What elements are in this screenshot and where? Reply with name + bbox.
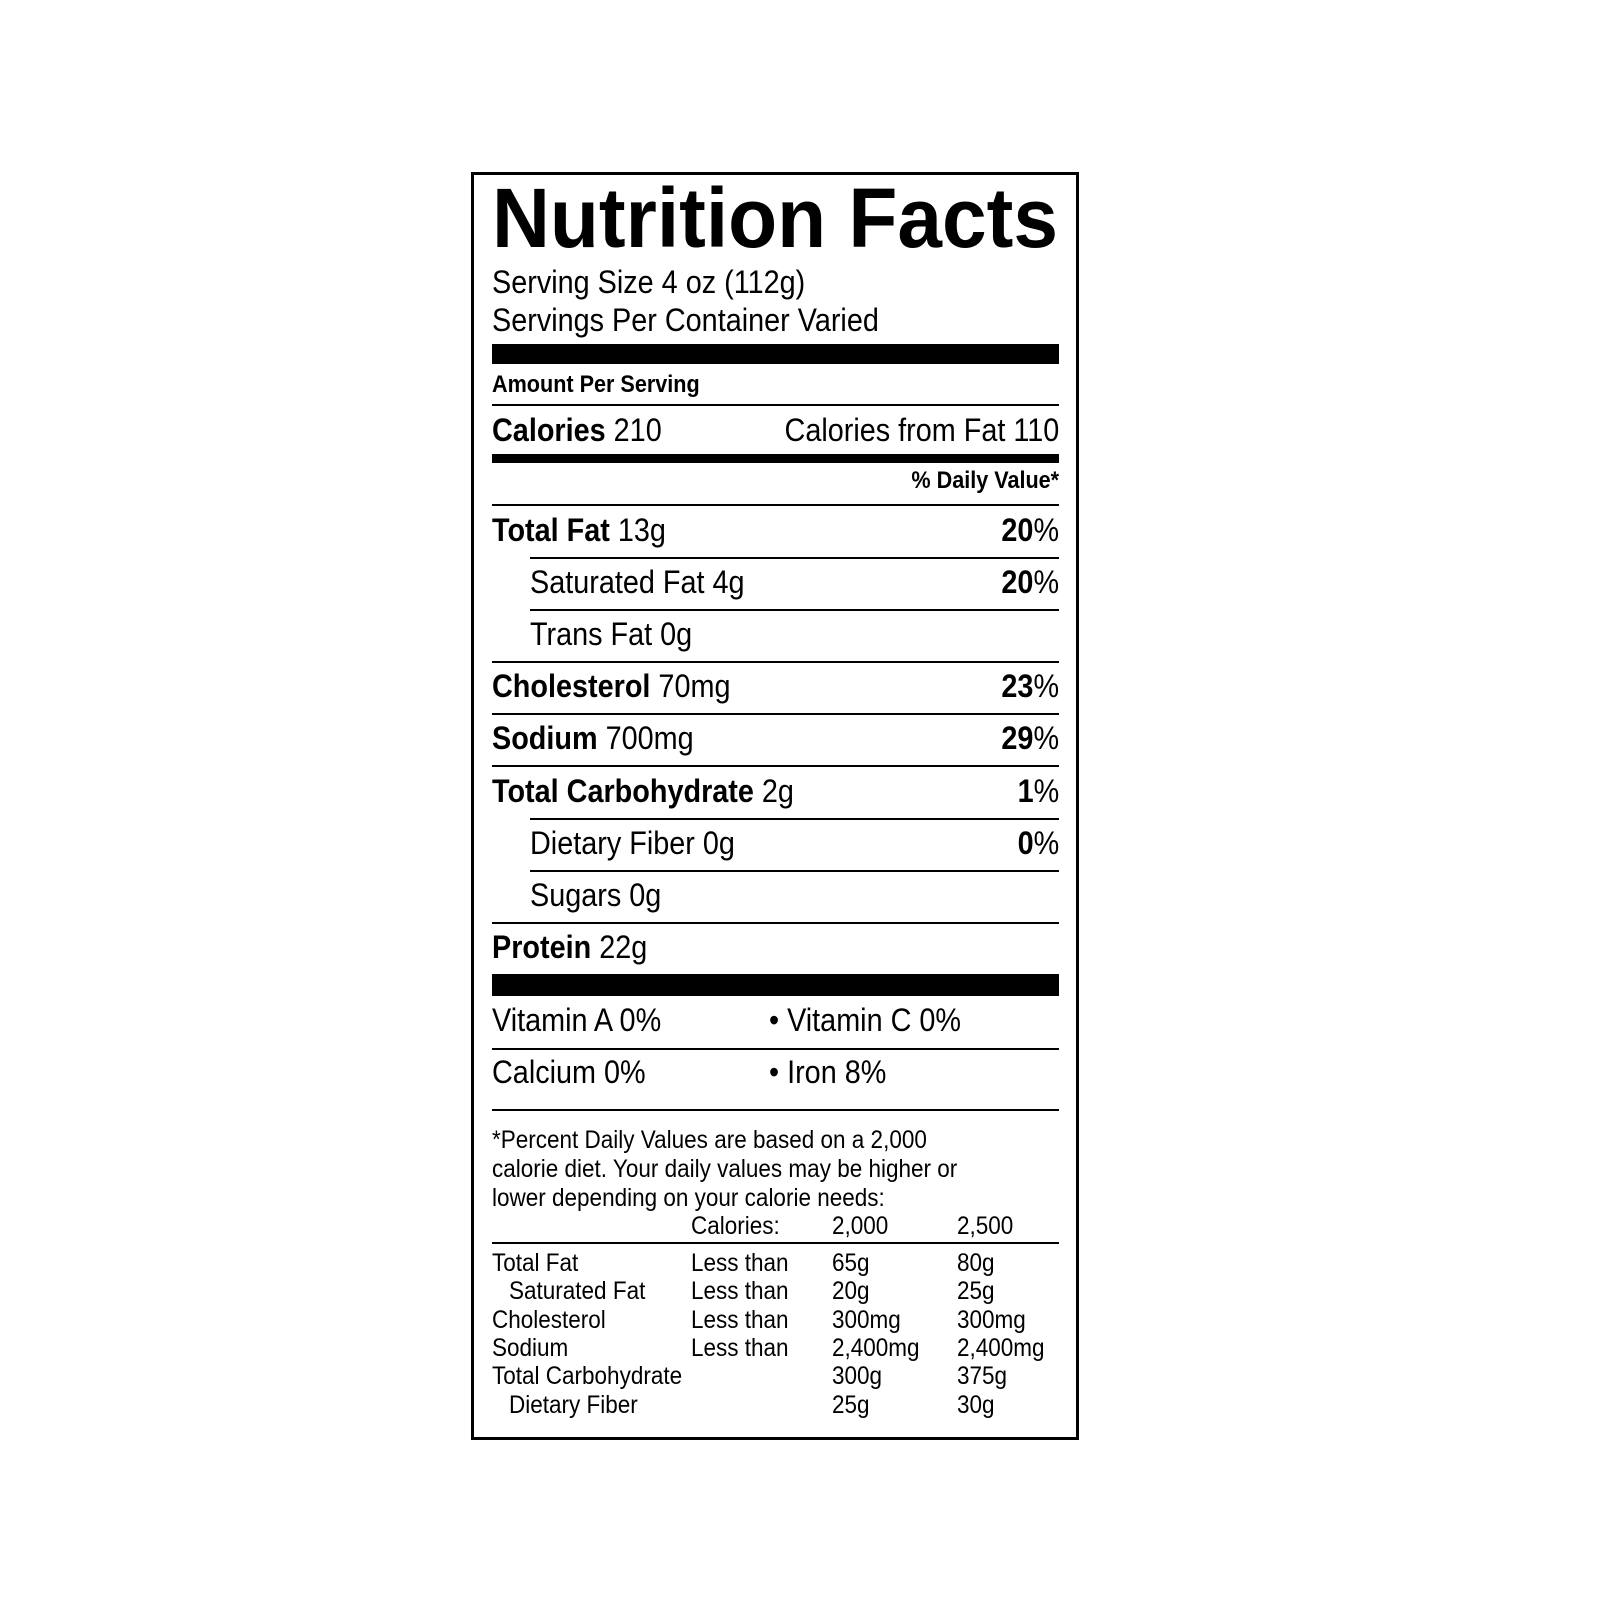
table-cell: 25g bbox=[957, 1277, 995, 1306]
divider bbox=[492, 713, 1059, 715]
dv-total-carbohydrate: 1% bbox=[1017, 773, 1059, 809]
table-cell: 30g bbox=[957, 1390, 995, 1419]
table-cell: Less than bbox=[691, 1305, 789, 1334]
table-cell: Dietary Fiber bbox=[509, 1390, 638, 1419]
dv-total-fat: 20% bbox=[1001, 512, 1059, 548]
table-cell: 65g bbox=[832, 1249, 870, 1277]
nutrient-sodium: Sodium 700mg bbox=[492, 720, 694, 756]
dv-saturated-fat: 20% bbox=[1001, 564, 1059, 600]
nutrient-saturated-fat: Saturated Fat 4g bbox=[530, 564, 745, 600]
divider bbox=[492, 404, 1059, 406]
serving-size: Serving Size 4 oz (112g) bbox=[492, 264, 806, 300]
table-cell: Less than bbox=[691, 1333, 789, 1362]
nutrient-label: Total Fat bbox=[492, 512, 610, 548]
table-cell: 300mg bbox=[957, 1305, 1026, 1334]
divider bbox=[492, 922, 1059, 924]
divider bbox=[492, 1048, 1059, 1050]
medium-divider bbox=[492, 454, 1059, 463]
table-cell: Sodium bbox=[492, 1333, 569, 1362]
nutrient-total-fat: Total Fat 13g bbox=[492, 514, 666, 546]
thick-divider bbox=[492, 344, 1059, 364]
table-header-2000: 2,000 bbox=[832, 1212, 889, 1240]
vitamin-a: Vitamin A 0% bbox=[492, 1002, 662, 1038]
divider bbox=[492, 661, 1059, 663]
divider bbox=[530, 557, 1059, 559]
table-cell: 80g bbox=[957, 1249, 995, 1277]
divider bbox=[492, 765, 1059, 767]
nutrient-trans-fat: Trans Fat 0g bbox=[530, 616, 693, 652]
vitamin-c: • Vitamin C 0% bbox=[769, 1002, 962, 1038]
table-cell: 375g bbox=[957, 1362, 1008, 1391]
calories-value: 210 bbox=[613, 412, 662, 448]
table-cell: Saturated Fat bbox=[509, 1277, 646, 1306]
table-cell: Total Carbohydrate bbox=[492, 1362, 683, 1391]
table-header-2500: 2,500 bbox=[957, 1212, 1014, 1240]
nutrient-total-carbohydrate: Total Carbohydrate 2g bbox=[492, 773, 794, 809]
dv-cholesterol: 23% bbox=[1001, 668, 1059, 704]
nutrient-protein: Protein 22g bbox=[492, 929, 648, 965]
iron: • Iron 8% bbox=[769, 1054, 887, 1090]
footnote-line: calorie diet. Your daily values may be h… bbox=[492, 1155, 958, 1183]
label-title: Nutrition Facts bbox=[492, 171, 1058, 265]
divider bbox=[530, 870, 1059, 872]
table-cell: Cholesterol bbox=[492, 1305, 606, 1334]
table-cell: 300mg bbox=[832, 1305, 901, 1334]
nutrient-sugars: Sugars 0g bbox=[530, 877, 662, 913]
servings-per-container: Servings Per Container Varied bbox=[492, 302, 879, 338]
table-cell: 2,400mg bbox=[957, 1333, 1045, 1362]
divider bbox=[530, 609, 1059, 611]
table-cell: Less than bbox=[691, 1249, 789, 1277]
footnote-line: *Percent Daily Values are based on a 2,0… bbox=[492, 1126, 927, 1154]
thick-divider bbox=[492, 974, 1059, 996]
calories-label: Calories bbox=[492, 412, 606, 448]
divider bbox=[530, 818, 1059, 820]
table-cell: 2,400mg bbox=[832, 1333, 920, 1362]
calcium: Calcium 0% bbox=[492, 1054, 646, 1090]
divider bbox=[492, 1242, 1059, 1244]
calories-from-fat: Calories from Fat 110 bbox=[784, 412, 1059, 448]
calories-row: Calories 210 bbox=[492, 414, 662, 446]
table-header-calories: Calories: bbox=[691, 1212, 780, 1240]
amount-per-serving: Amount Per Serving bbox=[492, 371, 700, 398]
table-cell: 300g bbox=[832, 1362, 883, 1391]
nutrition-label bbox=[471, 172, 1079, 1440]
table-cell: Total Fat bbox=[492, 1249, 579, 1277]
table-cell: 20g bbox=[832, 1277, 870, 1306]
divider bbox=[492, 504, 1059, 506]
nutrient-dietary-fiber: Dietary Fiber 0g bbox=[530, 825, 735, 861]
dv-dietary-fiber: 0% bbox=[1017, 825, 1059, 861]
table-cell: Less than bbox=[691, 1277, 789, 1306]
nutrient-amount: 13g bbox=[617, 512, 666, 548]
footnote-line: lower depending on your calorie needs: bbox=[492, 1184, 885, 1212]
nutrient-cholesterol: Cholesterol 70mg bbox=[492, 668, 731, 704]
dv-sodium: 29% bbox=[1001, 720, 1059, 756]
divider bbox=[492, 1109, 1059, 1111]
table-cell: 25g bbox=[832, 1390, 870, 1419]
daily-value-header: % Daily Value* bbox=[911, 467, 1059, 494]
